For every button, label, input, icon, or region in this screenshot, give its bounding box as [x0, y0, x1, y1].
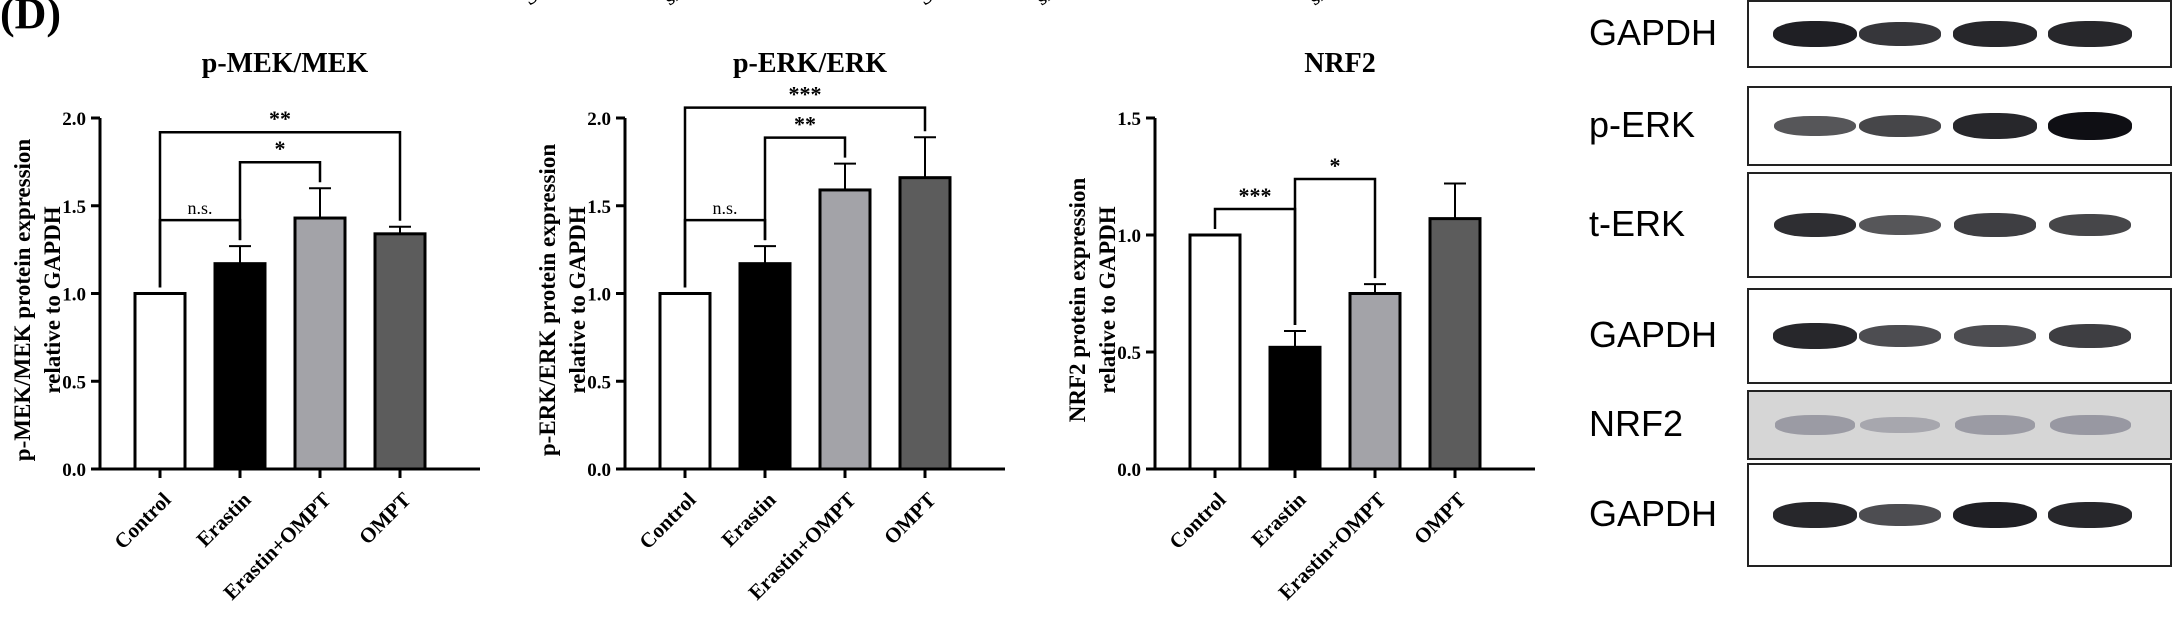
y-axis-label-line: relative to GAPDH: [1095, 206, 1120, 393]
blot-band: [1954, 415, 2036, 435]
blot-band: [1774, 115, 1856, 137]
y-tick-label: 1.0: [62, 285, 86, 306]
significance-bracket: [158, 130, 402, 288]
bar-control: [658, 292, 712, 471]
blot-band: [1773, 323, 1857, 349]
blot-band: [1953, 501, 2037, 529]
blot-band: [2048, 21, 2132, 47]
blot-label: GAPDH: [1589, 314, 1718, 355]
y-axis-label-line: p-MEK/MEK protein expression: [10, 139, 35, 462]
bar-control: [1188, 233, 1242, 471]
significance-bracket: [238, 160, 322, 241]
bar-erastin-ompt: [293, 216, 347, 471]
x-tick-label: OMPT: [879, 488, 941, 550]
blot-band: [1859, 114, 1941, 138]
significance-label: **: [794, 112, 816, 137]
x-tick-label: Control: [1164, 487, 1230, 553]
blot-band: [1773, 502, 1857, 528]
chart-title: NRF2: [1304, 48, 1376, 79]
y-axis-label: p-ERK/ERK protein expression relative to …: [535, 144, 590, 456]
blot-band: [1860, 417, 1940, 433]
x-tick-label: Control: [634, 487, 700, 553]
significance-label: n.s.: [187, 198, 212, 218]
x-tick-label: OMPT: [354, 488, 416, 550]
x-tick-label: Erastin: [192, 487, 256, 551]
significance-label: n.s.: [712, 198, 737, 218]
panel-label: (D): [0, 0, 62, 38]
blot-band: [1858, 22, 1942, 46]
blot-band: [2048, 502, 2132, 528]
y-axis-label: NRF2 protein expression relative to GAPDH: [1065, 178, 1120, 423]
significance-label: *: [275, 136, 286, 161]
blot-band: [1954, 325, 2036, 347]
y-axis-label: p-MEK/MEK protein expression relative to …: [10, 139, 65, 462]
y-axis-label-line: p-ERK/ERK protein expression: [535, 144, 560, 456]
blot-band: [1953, 213, 2037, 237]
bar-ompt: [898, 176, 952, 471]
y-tick-label: 1.0: [587, 285, 611, 306]
blot-band: [2048, 112, 2132, 140]
significance-bracket: [683, 106, 927, 288]
blot-band: [2049, 415, 2131, 435]
y-tick-label: 0.0: [1117, 460, 1141, 481]
x-tick-label: OMPT: [1409, 488, 1471, 550]
blot-label: t-ERK: [1589, 203, 1686, 244]
significance-label: ***: [1239, 183, 1272, 208]
blot-label: NRF2: [1589, 403, 1684, 444]
blot-band: [1859, 504, 1941, 526]
x-tick-label: Erastin: [717, 487, 781, 551]
bar-erastin-ompt: [818, 188, 872, 471]
y-tick-label: 0.5: [587, 372, 611, 393]
y-tick-label: 1.0: [1117, 226, 1141, 247]
y-tick-label: 0.0: [62, 460, 86, 481]
x-tick-label: Erastin: [1247, 487, 1311, 551]
significance-bracket: [1293, 177, 1377, 325]
blot-band: [1773, 20, 1857, 48]
y-tick-label: 2.0: [587, 109, 611, 130]
y-tick-label: 2.0: [62, 109, 86, 130]
blot-band: [2049, 213, 2131, 237]
blot-band: [1773, 212, 1857, 238]
chart-title: p-MEK/MEK: [202, 48, 369, 79]
bar-control: [133, 292, 187, 471]
chart-title: p-ERK/ERK: [733, 48, 887, 79]
y-axis-label-line: NRF2 protein expression: [1065, 178, 1090, 423]
bar-erastin: [738, 262, 792, 471]
bar-erastin: [1268, 345, 1322, 471]
blot-label: p-ERK: [1589, 104, 1696, 145]
blot-band: [1859, 325, 1941, 347]
bar-ompt: [1428, 217, 1482, 471]
significance-label: ***: [789, 82, 822, 107]
x-tick-label: Control: [109, 487, 175, 553]
y-tick-label: 1.5: [1117, 109, 1141, 130]
bar-chart-p-mek-mek: p-MEK/MEK p-MEK/MEK protein expression rel…: [10, 48, 480, 605]
bar-chart-nrf2: NRF2 NRF2 protein expression relative to G…: [1065, 48, 1535, 605]
blot-band: [1859, 214, 1941, 236]
bar-erastin: [213, 262, 267, 471]
y-axis-label-line: relative to GAPDH: [565, 206, 590, 393]
blot-band: [2048, 324, 2132, 348]
significance-bracket: [763, 136, 847, 241]
y-tick-label: 0.0: [587, 460, 611, 481]
y-tick-label: 0.5: [1117, 343, 1141, 364]
y-axis-label-line: relative to GAPDH: [40, 206, 65, 393]
significance-label: **: [269, 106, 291, 131]
blot-label: GAPDH: [1589, 493, 1718, 534]
y-tick-label: 1.5: [587, 197, 611, 218]
bar-ompt: [373, 232, 427, 471]
y-tick-label: 1.5: [62, 197, 86, 218]
blot-band: [1953, 21, 2037, 47]
blot-label: GAPDH: [1589, 12, 1718, 53]
blot-band: [1953, 113, 2037, 139]
bar-chart-p-erk-erk: p-ERK/ERK p-ERK/ERK protein expression rel…: [535, 48, 1005, 605]
y-tick-label: 0.5: [62, 372, 86, 393]
bar-erastin-ompt: [1348, 292, 1402, 471]
significance-label: *: [1330, 153, 1341, 178]
blot-band: [1774, 415, 1856, 435]
